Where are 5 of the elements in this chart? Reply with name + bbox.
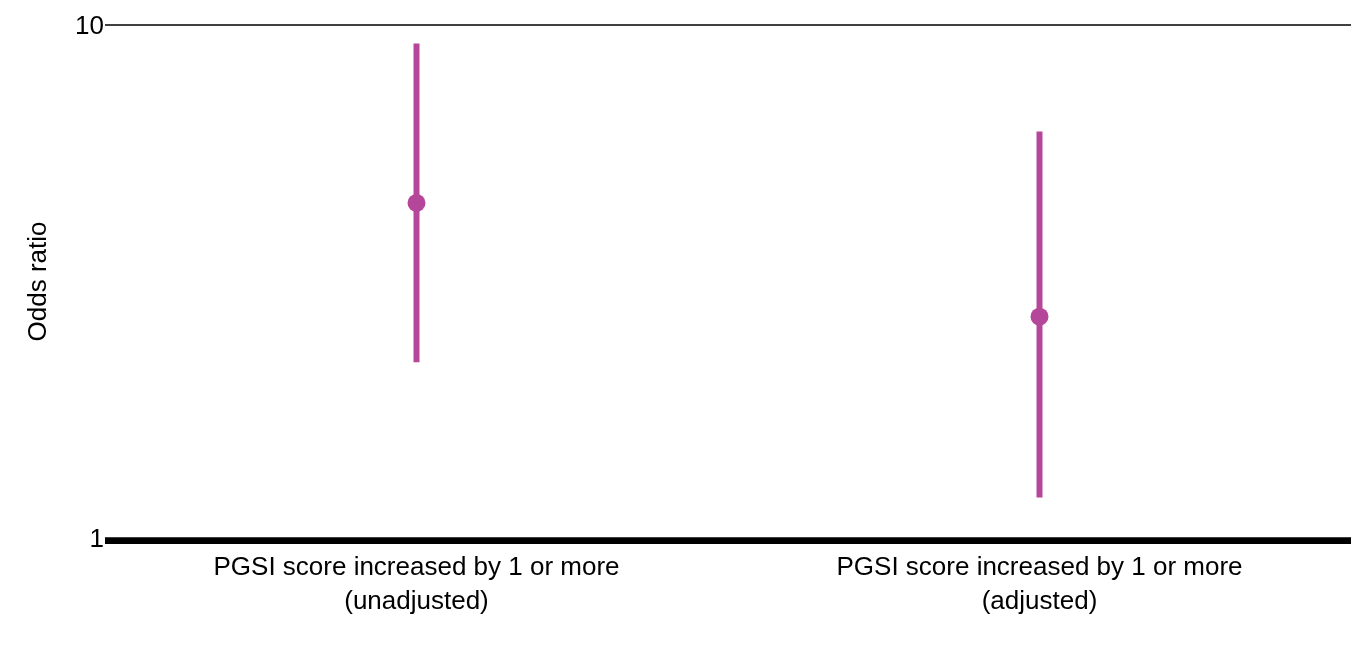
x-tick-label: PGSI score increased by 1 or more (unadjusted) [213, 551, 620, 615]
y-tick-label: 10 [75, 10, 104, 41]
y-axis-title: Odds ratio [22, 221, 53, 342]
x-tick-label: PGSI score increased by 1 or more (adjusted) [836, 551, 1243, 615]
y-tick-label: 1 [89, 523, 104, 554]
